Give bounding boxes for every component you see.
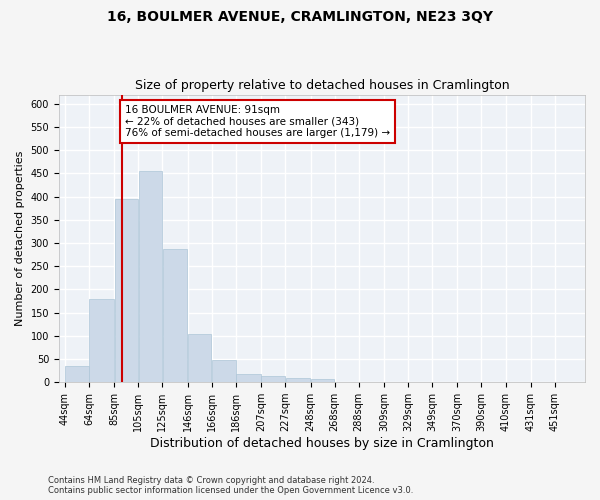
Text: 16, BOULMER AVENUE, CRAMLINGTON, NE23 3QY: 16, BOULMER AVENUE, CRAMLINGTON, NE23 3Q…: [107, 10, 493, 24]
Bar: [311, 380, 334, 382]
Bar: [89, 298, 114, 382]
X-axis label: Distribution of detached houses by size in Cramlington: Distribution of detached houses by size …: [150, 437, 494, 450]
Y-axis label: Number of detached properties: Number of detached properties: [15, 150, 25, 326]
Bar: [286, 378, 310, 382]
Bar: [236, 374, 261, 382]
Bar: [115, 199, 138, 382]
Bar: [139, 171, 162, 382]
Text: 16 BOULMER AVENUE: 91sqm
← 22% of detached houses are smaller (343)
76% of semi-: 16 BOULMER AVENUE: 91sqm ← 22% of detach…: [125, 105, 390, 138]
Bar: [65, 366, 89, 382]
Bar: [163, 249, 187, 382]
Bar: [212, 360, 236, 382]
Text: Contains HM Land Registry data © Crown copyright and database right 2024.
Contai: Contains HM Land Registry data © Crown c…: [48, 476, 413, 495]
Bar: [188, 334, 211, 382]
Title: Size of property relative to detached houses in Cramlington: Size of property relative to detached ho…: [134, 79, 509, 92]
Bar: [262, 376, 285, 382]
